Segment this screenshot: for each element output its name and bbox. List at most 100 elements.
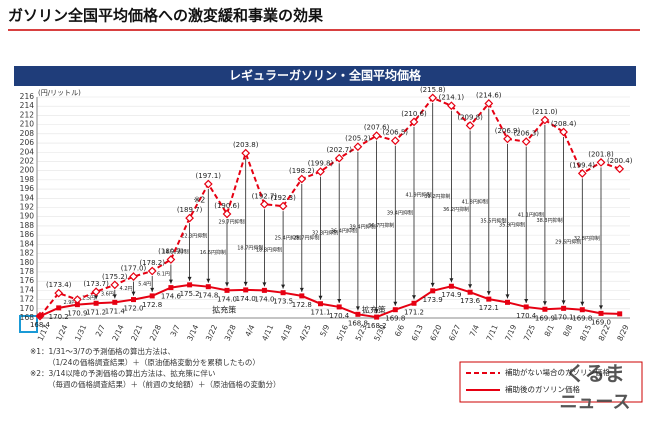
marker	[203, 179, 213, 189]
marker	[448, 283, 454, 289]
annotation: ※2	[194, 196, 206, 205]
marker	[486, 296, 492, 302]
data-label: (173.7)	[83, 280, 109, 288]
data-label: (203.8)	[233, 141, 259, 149]
y-tick-label: 182	[20, 249, 35, 258]
marker	[261, 287, 267, 293]
arrow-head	[430, 282, 435, 287]
marker	[224, 287, 230, 293]
data-label: 174.6	[161, 293, 182, 301]
data-label: (197.1)	[196, 172, 222, 180]
gap-label: 29.7円抑制	[219, 219, 245, 226]
data-label: 169.8	[385, 315, 405, 323]
gap-label: 35.9円抑制	[499, 221, 525, 228]
data-label: (190.6)	[214, 202, 240, 210]
footnote: ※2：3/14以降の予測価格の算出方法は、拡充策に伴い	[30, 368, 215, 378]
gap-label: 39.4円抑制	[387, 210, 413, 217]
gap-label: 28.7円抑制	[293, 235, 319, 242]
marker	[336, 304, 342, 310]
y-tick-label: 174	[20, 285, 35, 294]
data-label: (200.4)	[607, 157, 633, 165]
gap-label: 22.3円抑制	[181, 232, 207, 239]
data-label: (199.8)	[308, 160, 334, 168]
data-label: 171.2	[404, 308, 424, 316]
arrow-head	[187, 276, 192, 281]
x-tick-label: 6/20	[428, 323, 443, 342]
data-label: 174.9	[441, 291, 461, 299]
marker	[110, 280, 120, 290]
arrow-head	[94, 295, 99, 300]
gap-label: 14.5円抑制	[162, 248, 188, 255]
marker	[374, 314, 380, 320]
gap-label: 2.9円	[63, 300, 76, 306]
y-tick-label: 212	[20, 110, 35, 119]
arrow-head	[355, 306, 360, 311]
marker	[372, 131, 381, 141]
y-tick-label: 190	[20, 212, 35, 221]
x-tick-label: 7/11	[484, 323, 499, 342]
x-tick-label: 1/24	[54, 323, 69, 342]
y-tick-label: 200	[20, 166, 35, 175]
marker	[73, 295, 82, 304]
arrow-head	[599, 305, 603, 310]
y-tick-label: 206	[20, 138, 35, 147]
data-label: 172.8	[142, 301, 162, 309]
data-label: 168.2	[367, 322, 387, 330]
x-tick-label: 1/31	[73, 323, 88, 342]
line	[39, 283, 620, 319]
data-label: (173.4)	[46, 281, 72, 289]
arrow-head	[561, 300, 566, 305]
data-label: (215.8)	[420, 86, 446, 94]
marker	[93, 300, 99, 306]
marker	[598, 310, 604, 316]
data-label: (175.2)	[102, 273, 128, 281]
gap-label: 32.3円抑制	[312, 230, 338, 237]
marker	[54, 288, 64, 298]
gap-label: 36.2円抑制	[443, 206, 469, 213]
arrow-head	[393, 301, 398, 306]
marker	[559, 127, 568, 137]
arrow-head	[580, 301, 585, 306]
marker	[467, 289, 473, 295]
y-tick-label: 186	[20, 230, 35, 239]
data-label: (207.6)	[364, 124, 390, 132]
gap-label: 5.4円	[138, 281, 151, 287]
marker	[37, 313, 43, 319]
x-tick-label: 7/4	[468, 323, 481, 338]
y-tick-label: 180	[20, 258, 35, 267]
x-tick-label: 6/6	[393, 323, 406, 338]
arrow-head	[412, 295, 416, 300]
data-label: 172.8	[292, 301, 312, 309]
logo: ニュース	[559, 392, 630, 413]
data-label: (208.4)	[551, 120, 577, 128]
data-label: 170.4	[516, 312, 537, 320]
x-tick-label: 7/19	[503, 323, 518, 342]
logo: くるま	[565, 362, 625, 386]
marker	[129, 272, 138, 281]
arrow-head	[542, 301, 547, 306]
legend-box	[459, 361, 643, 403]
data-label: (206.5)	[383, 129, 409, 137]
marker	[91, 287, 101, 297]
marker	[112, 299, 118, 305]
data-label: 171.1	[310, 309, 330, 317]
banner	[14, 66, 636, 86]
data-label: 169.8	[572, 315, 592, 323]
data-label: 172.1	[479, 304, 499, 312]
y-tick-label: 172	[20, 295, 35, 304]
marker	[430, 288, 436, 294]
x-tick-label: 3/7	[169, 323, 182, 338]
data-label: 168.8	[348, 319, 368, 327]
gap-label: 4.2円	[120, 286, 133, 292]
arrow-head	[150, 287, 155, 292]
arrow-head	[243, 281, 248, 286]
data-label: 174.8	[198, 292, 218, 300]
marker	[390, 136, 400, 146]
data-label: (177.0)	[121, 265, 147, 273]
gap-label: 39.2円抑制	[424, 193, 450, 200]
marker	[540, 115, 550, 125]
arrow-head	[299, 287, 304, 292]
gap-label: 6.1円	[157, 272, 170, 278]
arrow-head	[281, 284, 286, 289]
